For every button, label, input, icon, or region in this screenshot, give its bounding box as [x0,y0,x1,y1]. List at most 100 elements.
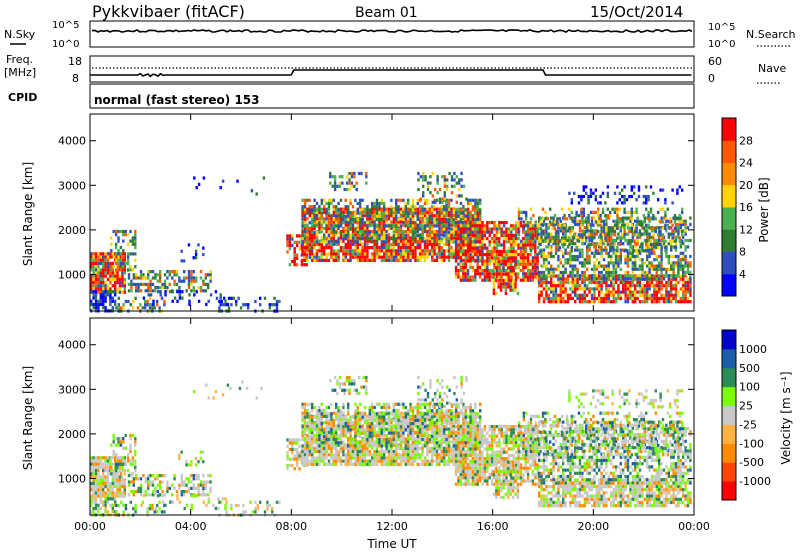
heatmap-cell [622,284,624,287]
heatmap-cell [376,212,378,215]
heatmap-cell [670,278,672,281]
heatmap-cell [672,297,674,300]
heatmap-cell [446,188,448,191]
heatmap-cell [115,262,117,265]
heatmap-cell [520,256,522,259]
heatmap-cell [532,266,534,269]
heatmap-cell [193,286,195,289]
heatmap-cell [130,501,132,504]
heatmap-cell [112,475,114,478]
heatmap-cell [438,208,440,211]
heatmap-cell [122,510,124,513]
heatmap-cell [276,300,278,303]
heatmap-cell [340,236,342,239]
heatmap-cell [433,214,435,217]
heatmap-cell [571,246,573,249]
heatmap-cell [617,291,619,294]
heatmap-cell [400,199,402,202]
heatmap-cell [402,212,404,215]
heatmap-cell [335,240,337,243]
heatmap-cell [491,250,493,253]
heatmap-cell [664,246,666,249]
heatmap-cell [390,224,392,227]
heatmap-cell [402,252,404,255]
heatmap-cell [550,252,552,255]
heatmap-cell [586,255,588,258]
heatmap-cell [599,240,601,243]
heatmap-cell [115,230,117,233]
heatmap-cell [107,510,109,513]
heatmap-cell [409,215,411,218]
heatmap-cell [603,220,605,223]
heatmap-cell [444,194,446,197]
heatmap-cell [436,214,438,217]
heatmap-cell [373,252,375,255]
heatmap-cell [631,227,633,230]
heatmap-cell [610,236,612,239]
heatmap-cell [493,285,495,288]
heatmap-cell [390,220,392,223]
heatmap-cell [457,256,459,259]
heatmap-cell [313,252,315,255]
heatmap-cell [552,287,554,290]
heatmap-cell [125,463,127,466]
heatmap-cell [569,287,571,290]
heatmap-cell [371,246,373,249]
heatmap-cell [592,211,594,214]
heatmap-cell [378,237,380,240]
heatmap-cell [652,233,654,236]
heatmap-cell [151,507,153,510]
heatmap-cell [596,277,598,280]
heatmap-cell [263,176,265,179]
heatmap-cell [472,256,474,259]
heatmap-cell [684,245,686,248]
heatmap-cell [677,294,679,297]
heatmap-cell [620,252,622,255]
heatmap-cell [508,247,510,250]
heatmap-cell [583,195,585,198]
heatmap-cell [390,259,392,262]
heatmap-cell [304,249,306,252]
heatmap-cell [602,192,604,195]
heatmap-cell [366,221,368,224]
heatmap-cell [568,214,570,217]
heatmap-cell [100,501,102,504]
heatmap-cell [124,495,126,498]
heatmap-cell [438,243,440,246]
heatmap-cell [584,226,586,229]
heatmap-cell [422,178,424,181]
heatmap-cell [465,227,467,230]
heatmap-cell [128,289,130,292]
heatmap-cell [631,185,633,188]
heatmap-cell [102,259,104,262]
heatmap-cell [648,271,650,274]
cpid-text: normal (fast stereo) 153 [94,93,260,107]
heatmap-cell [450,211,452,214]
heatmap-cell [481,247,483,250]
heatmap-cell [648,265,650,268]
heatmap-cell [517,260,519,263]
heatmap-cell [104,504,106,507]
heatmap-cell [489,227,491,230]
heatmap-cell [628,227,630,230]
heatmap-cell [612,271,614,274]
heatmap-cell [321,249,323,252]
heatmap-cell [378,231,380,234]
heatmap-cell [621,195,623,198]
heatmap-cell [479,240,481,243]
heatmap-cell [159,270,161,273]
heatmap-cell [580,208,582,211]
heatmap-cell [383,205,385,208]
heatmap-cell [501,250,503,253]
heatmap-cell [610,271,612,274]
heatmap-cell [113,230,115,233]
heatmap-cell [675,291,677,294]
heatmap-cell [163,303,165,306]
heatmap-cell [561,240,563,243]
heatmap-cell [311,221,313,224]
heatmap-cell [325,240,327,243]
heatmap-cell [462,205,464,208]
heatmap-cell [617,274,619,277]
heatmap-cell [489,243,491,246]
heatmap-cell [523,227,525,230]
